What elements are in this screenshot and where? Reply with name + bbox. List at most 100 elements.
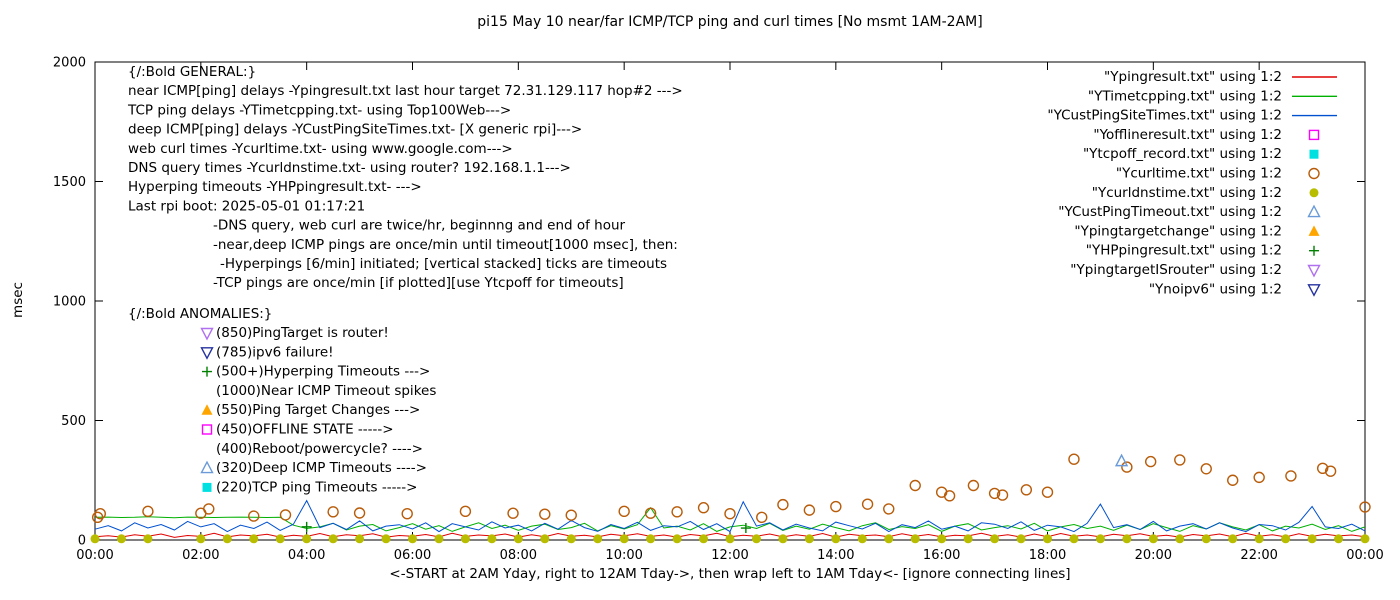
annotation-anomaly-line: (1000)Near ICMP Timeout spikes — [216, 383, 436, 399]
legend-label: "YCustPingSiteTimes.txt" using 1:2 — [1047, 108, 1282, 124]
series-point-Ycurldnstime-txt — [1228, 534, 1238, 544]
x-tick-label: 10:00 — [605, 548, 642, 563]
series-point-Ycurldnstime-txt — [884, 534, 894, 544]
series-point-Ycurltime-txt — [1324, 465, 1337, 477]
anomaly-key-marker — [202, 482, 212, 492]
series-point-Ycurldnstime-txt — [672, 534, 682, 544]
annotation-anomaly-line: (320)Deep ICMP Timeouts ----> — [216, 460, 427, 476]
series-point-Ycurltime-txt — [279, 509, 292, 521]
series-point-Ycurldnstime-txt — [1069, 534, 1079, 544]
series-point-Ycurldnstime-txt — [1360, 534, 1370, 544]
series-point-YHPpingresult-txt — [301, 521, 312, 532]
series-point-Ycurltime-txt — [1285, 470, 1297, 482]
annotation-anomaly-line: (785)ipv6 failure! — [216, 344, 334, 360]
legend-label: "YHPpingresult.txt" using 1:2 — [1086, 243, 1282, 259]
annotation-anomalies-header: {/:Bold ANOMALIES:} — [128, 306, 272, 322]
series-point-Ycurltime-txt — [861, 498, 874, 510]
series-point-Ycurltime-txt — [909, 479, 921, 492]
series-point-Ycurldnstime-txt — [566, 534, 576, 544]
series-point-Ycurltime-txt — [91, 511, 104, 523]
series-point-Ycurldnstime-txt — [381, 534, 391, 544]
y-tick-label: 2000 — [53, 56, 86, 71]
legend-label: "YTimetcpping.txt" using 1:2 — [1088, 88, 1282, 104]
series-point-Ycurldnstime-txt — [460, 534, 470, 544]
y-tick-label: 1000 — [53, 295, 86, 310]
annotation-general-line: -DNS query, web curl are twice/hr, begin… — [213, 218, 626, 234]
legend-label: "Ynoipv6" using 1:2 — [1149, 281, 1282, 297]
series-point-Ycurltime-txt — [539, 508, 551, 520]
annotation-general-line: near ICMP[ping] delays -Ypingresult.txt … — [128, 83, 683, 99]
y-tick-label: 1500 — [53, 175, 86, 190]
legend-marker-sample — [1307, 284, 1321, 297]
series-point-Ycurldnstime-txt — [222, 534, 232, 544]
anomaly-key-marker — [200, 460, 214, 474]
legend-marker-sample — [1308, 225, 1320, 236]
series-point-Ycurldnstime-txt — [196, 534, 206, 544]
series-point-Ycurldnstime-txt — [1254, 534, 1264, 544]
series-point-Ycurltime-txt — [142, 505, 154, 518]
annotation-anomaly-line: (450)OFFLINE STATE -----> — [216, 422, 394, 438]
x-axis-label: <-START at 2AM Yday, right to 12AM Tday-… — [389, 566, 1071, 582]
series-point-Ycurldnstime-txt — [328, 534, 338, 544]
annotation-general-line: -TCP pings are once/min [if plotted][use… — [213, 275, 624, 291]
series-point-Ycurldnstime-txt — [778, 534, 788, 544]
series-point-Ycurldnstime-txt — [963, 534, 973, 544]
series-point-Ycurltime-txt — [94, 508, 106, 520]
anomaly-key-marker — [202, 366, 212, 377]
series-point-Ycurldnstime-txt — [831, 534, 841, 544]
series-point-Ycurldnstime-txt — [1016, 534, 1026, 544]
series-point-Ycurldnstime-txt — [804, 534, 814, 544]
series-point-Ycurltime-txt — [644, 507, 657, 519]
series-point-Ycurltime-txt — [327, 506, 339, 518]
annotation-general-line: deep ICMP[ping] delays -YCustPingSiteTim… — [128, 122, 582, 138]
series-point-Ycurltime-txt — [943, 490, 956, 502]
series-point-Ycurltime-txt — [1253, 471, 1265, 484]
series-point-Ycurltime-txt — [1144, 455, 1157, 468]
legend-marker-sample — [1308, 129, 1320, 141]
series-point-Ycurldnstime-txt — [1201, 534, 1211, 544]
series-point-Ycurldnstime-txt — [1122, 534, 1132, 544]
x-tick-label: 12:00 — [711, 548, 748, 563]
series-point-Ycurltime-txt — [1227, 474, 1239, 486]
legend-label: "Ycurltime.txt" using 1:2 — [1116, 166, 1282, 182]
anomaly-key-marker — [200, 347, 214, 360]
legend-label: "Ypingtargetchange" using 1:2 — [1074, 223, 1282, 239]
x-tick-label: 00:00 — [1346, 548, 1383, 563]
x-tick-label: 20:00 — [1135, 548, 1172, 563]
series-point-Ycurltime-txt — [988, 487, 1001, 500]
series-point-Ycurldnstime-txt — [857, 534, 867, 544]
series-point-Ycurldnstime-txt — [699, 534, 709, 544]
series-point-Ycurltime-txt — [697, 502, 710, 514]
series-line-YCustPingSiteTimes-txt — [94, 499, 1366, 533]
x-tick-label: 02:00 — [182, 548, 219, 563]
series-point-YCustPingTimeout-txt — [1114, 453, 1129, 467]
series-point-Ycurltime-txt — [618, 505, 630, 518]
legend-label: "Ytcpoff_record.txt" using 1:2 — [1083, 146, 1282, 162]
anomaly-key-marker — [201, 424, 213, 435]
series-point-Ycurltime-txt — [1121, 461, 1133, 473]
legend-label: "Yofflineresult.txt" using 1:2 — [1093, 127, 1282, 143]
legend-marker-sample — [1307, 264, 1321, 278]
legend-marker-sample — [1307, 204, 1321, 218]
series-point-Ycurltime-txt — [1200, 463, 1212, 475]
series-point-Ycurltime-txt — [353, 507, 366, 519]
series-point-Ycurldnstime-txt — [1148, 534, 1158, 544]
series-point-Ycurltime-txt — [1020, 484, 1033, 496]
series-point-Ycurltime-txt — [203, 503, 215, 515]
series-point-Ycurldnstime-txt — [1281, 534, 1291, 544]
series-point-Ycurldnstime-txt — [725, 534, 735, 544]
annotation-anomaly-line: (550)Ping Target Changes ---> — [216, 402, 420, 418]
annotation-anomaly-line: (400)Reboot/powercycle? ----> — [216, 441, 423, 457]
annotation-general-line: {/:Bold GENERAL:} — [128, 64, 256, 80]
series-point-Ycurltime-txt — [459, 505, 472, 518]
anomaly-key-marker — [200, 327, 214, 341]
series-point-Ycurldnstime-txt — [434, 534, 444, 544]
series-point-Ycurltime-txt — [565, 509, 577, 521]
x-tick-label: 06:00 — [394, 548, 431, 563]
series-point-Ycurltime-txt — [1041, 486, 1054, 498]
annotation-general-line: Last rpi boot: 2025-05-01 01:17:21 — [128, 198, 365, 214]
series-point-Ycurltime-txt — [830, 500, 842, 513]
series-point-Ycurldnstime-txt — [275, 534, 285, 544]
x-tick-label: 22:00 — [1240, 548, 1277, 563]
